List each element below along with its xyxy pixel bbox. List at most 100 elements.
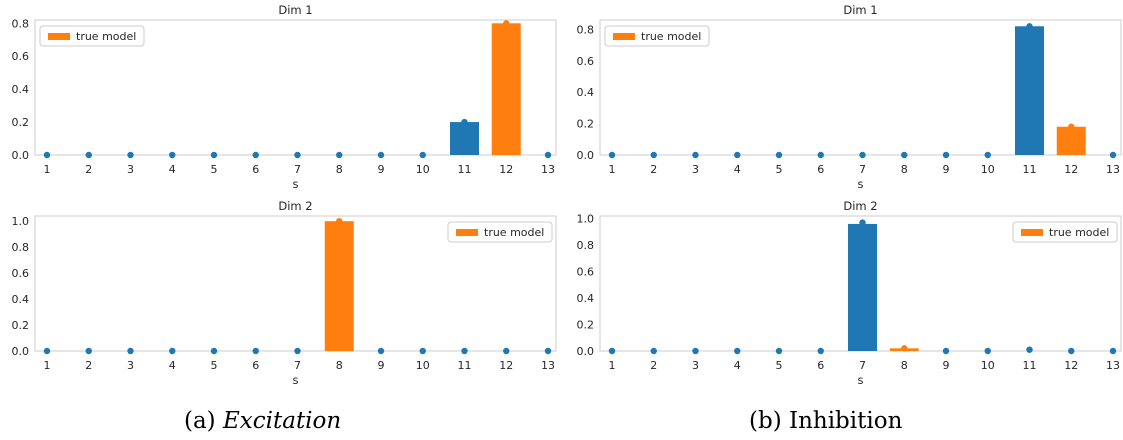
data-point xyxy=(252,347,259,355)
x-tick-label: 1 xyxy=(44,359,51,372)
data-point xyxy=(336,151,343,159)
data-point xyxy=(1026,346,1033,353)
x-axis-label: s xyxy=(858,177,864,191)
x-tick-label: 13 xyxy=(541,359,555,372)
data-point xyxy=(294,347,301,355)
legend-box xyxy=(1012,221,1118,243)
data-point xyxy=(169,347,176,355)
data-point xyxy=(85,151,92,159)
x-tick-label: 13 xyxy=(541,163,555,176)
legend-swatch xyxy=(1021,229,1043,236)
x-tick-label: 8 xyxy=(336,359,343,372)
chart-panel-2: Dim 20.00.20.40.60.81.01 2 3 4 5 6 7 8 9 10 11 12 13… xyxy=(12,199,557,387)
data-point xyxy=(544,151,552,159)
x-tick-label: 3 xyxy=(692,359,699,372)
x-tick-label: 7 xyxy=(859,163,866,176)
data-point xyxy=(734,347,741,355)
legend-label: true model xyxy=(1049,226,1109,239)
x-tick-label: 6 xyxy=(252,359,259,372)
x-tick-label: 1 xyxy=(609,163,616,176)
data-point xyxy=(127,151,134,159)
caption-inhibition: (b) Inhibition xyxy=(749,408,903,434)
y-tick-label: 0.2 xyxy=(577,319,595,332)
x-axis-label: s xyxy=(293,177,299,191)
data-point xyxy=(127,347,134,355)
legend-swatch xyxy=(48,33,70,40)
x-axis-label: s xyxy=(293,373,299,387)
y-tick-label: 0.8 xyxy=(12,17,30,30)
data-point xyxy=(817,151,824,159)
data-point xyxy=(859,219,866,226)
x-tick-label: 2 xyxy=(85,359,92,372)
y-tick-label: 0.0 xyxy=(577,345,595,358)
legend: true model xyxy=(447,221,553,243)
legend-swatch xyxy=(613,33,635,40)
y-tick-label: 0.6 xyxy=(577,266,595,279)
x-tick-label: 6 xyxy=(817,163,824,176)
x-tick-label: 13 xyxy=(1106,359,1120,372)
x-tick-label: 7 xyxy=(294,359,301,372)
data-point xyxy=(692,347,699,355)
data-point xyxy=(461,347,468,355)
data-point xyxy=(336,217,343,225)
y-tick-label: 0.4 xyxy=(577,292,595,305)
y-tick-label: 0.2 xyxy=(12,116,30,129)
y-tick-label: 1.0 xyxy=(577,213,595,226)
data-point xyxy=(984,347,991,355)
x-tick-label: 10 xyxy=(416,359,430,372)
x-tick-label: 5 xyxy=(776,359,783,372)
data-point xyxy=(942,347,950,355)
y-tick-label: 0.0 xyxy=(577,149,595,162)
x-tick-label: 11 xyxy=(458,163,472,176)
data-point xyxy=(984,151,991,159)
x-tick-label: 6 xyxy=(817,359,824,372)
caption-prefix: (a) xyxy=(184,408,223,434)
model-bar xyxy=(1015,26,1044,156)
x-tick-label: 4 xyxy=(169,359,176,372)
x-tick-label: 11 xyxy=(458,359,472,372)
data-point xyxy=(1068,123,1075,130)
x-axis-label: s xyxy=(858,373,864,387)
x-tick-label: 12 xyxy=(499,359,513,372)
y-tick-label: 0.8 xyxy=(12,241,30,254)
data-point xyxy=(650,347,657,355)
data-point xyxy=(817,347,824,355)
true-model-bar xyxy=(1056,126,1086,155)
data-point xyxy=(775,151,783,159)
data-point xyxy=(859,151,866,159)
legend-box xyxy=(39,25,145,47)
legend-box xyxy=(604,25,710,47)
data-point xyxy=(1109,347,1117,355)
data-point xyxy=(901,345,908,352)
x-tick-label: 9 xyxy=(378,163,385,176)
data-point xyxy=(377,151,385,159)
x-tick-label: 1 xyxy=(609,359,616,372)
data-point xyxy=(608,347,616,355)
data-point xyxy=(775,347,783,355)
y-tick-label: 1.0 xyxy=(12,215,30,228)
chart-panel-1: Dim 10.00.20.40.60.81 2 3 4 5 6 7 8 9 10 11 12 13str… xyxy=(12,3,557,191)
y-tick-label: 0.6 xyxy=(12,50,30,63)
y-tick-label: 0.2 xyxy=(577,118,595,131)
x-tick-label: 5 xyxy=(211,359,218,372)
x-tick-label: 4 xyxy=(734,359,741,372)
x-tick-label: 6 xyxy=(252,163,259,176)
data-point xyxy=(1026,23,1033,30)
x-tick-label: 9 xyxy=(943,163,950,176)
caption-emphasis: Excitation xyxy=(222,408,342,434)
x-tick-label: 12 xyxy=(1064,163,1078,176)
data-point xyxy=(734,151,741,159)
y-tick-label: 0.2 xyxy=(12,319,30,332)
data-point xyxy=(419,347,426,355)
data-point xyxy=(294,151,301,159)
x-tick-label: 5 xyxy=(776,163,783,176)
x-tick-label: 12 xyxy=(1064,359,1078,372)
x-tick-label: 3 xyxy=(692,163,699,176)
legend: true model xyxy=(1012,221,1118,243)
true-model-bar xyxy=(324,221,354,351)
y-tick-label: 0.0 xyxy=(12,149,30,162)
data-point xyxy=(377,347,385,355)
y-tick-label: 0.6 xyxy=(577,55,595,68)
x-tick-label: 11 xyxy=(1023,163,1037,176)
